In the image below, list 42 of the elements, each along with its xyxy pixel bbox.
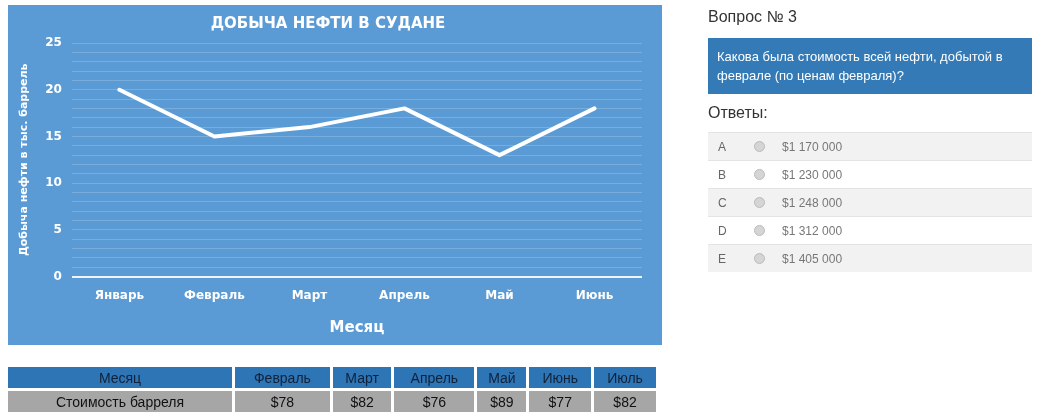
y-tick-label: 25: [45, 35, 62, 50]
y-tick-label: 20: [45, 81, 62, 96]
text: Месяц: [8, 367, 232, 388]
category-label: Май: [477, 367, 527, 388]
category-label: Март: [332, 367, 392, 388]
text: $1 248 000: [782, 195, 843, 210]
category-label: Июнь: [529, 367, 592, 388]
y-tick-label: 0: [53, 268, 62, 283]
text: $1 312 000: [782, 223, 843, 238]
text: $1 230 000: [782, 167, 843, 182]
category-label: D: [717, 223, 728, 238]
x-tick-label: Январь: [94, 287, 145, 302]
category-label: Апрель: [394, 367, 475, 388]
text: $89: [490, 393, 514, 410]
category-label: B: [717, 167, 727, 182]
x-tick-label: Март: [291, 287, 328, 302]
y-tick-label: 10: [45, 175, 62, 190]
text: $1 405 000: [782, 251, 843, 266]
category-label: E: [717, 251, 727, 266]
y-tick-label: 5: [53, 222, 62, 237]
category-label: Июль: [594, 367, 656, 388]
category-label: C: [717, 195, 728, 210]
text: Какова была стоимость всей нефти, добытой в феврале (по ценам февраля)?: [708, 38, 1032, 94]
category-label: A: [717, 139, 727, 154]
text: $78: [270, 393, 295, 410]
x-axis-title: Месяц: [329, 317, 385, 336]
y-axis-title: Добыча нефти в тыс. баррель: [17, 63, 31, 257]
text: Вопрос № 3: [708, 8, 798, 27]
y-tick-label: 15: [45, 128, 62, 143]
x-tick-label: Май: [485, 287, 514, 302]
legend-title: Ответы:: [708, 104, 769, 123]
text: $76: [422, 393, 447, 410]
text: $77: [548, 393, 572, 410]
text: Стоимость барреля: [8, 391, 232, 412]
x-tick-label: Июнь: [575, 287, 614, 302]
x-tick-label: Апрель: [379, 287, 431, 302]
chart-title: ДОБЫЧА НЕФТИ В СУДАНЕ: [210, 13, 446, 32]
text: $82: [613, 393, 637, 410]
x-tick-label: Февраль: [184, 287, 246, 302]
text: $82: [350, 393, 374, 410]
text: $1 170 000: [782, 139, 843, 154]
category-label: Февраль: [235, 367, 330, 388]
